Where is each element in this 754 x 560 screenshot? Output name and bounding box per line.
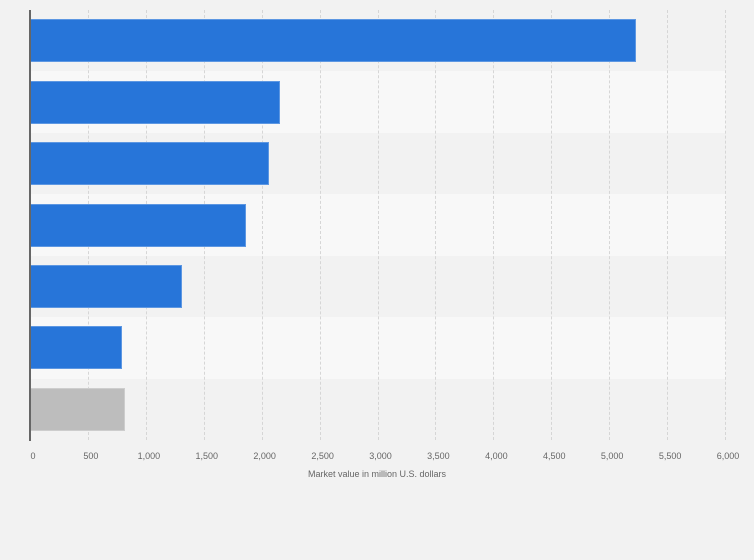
bar[interactable] — [30, 203, 246, 247]
gridline — [262, 10, 263, 440]
bar[interactable] — [30, 19, 636, 63]
x-tick-label: 4,500 — [542, 451, 566, 461]
bar[interactable] — [30, 264, 182, 308]
x-tick-label: 5,000 — [600, 451, 624, 461]
x-axis-label: Market value in million U.S. dollars — [307, 469, 447, 479]
x-tick-label: 500 — [83, 451, 99, 461]
x-tick-label: 6,000 — [716, 451, 740, 461]
x-tick-label: 1,000 — [137, 451, 161, 461]
gridline — [667, 10, 668, 440]
x-tick-label: 0 — [30, 451, 36, 461]
x-tick-label: 2,500 — [311, 451, 334, 461]
gridline — [493, 10, 494, 440]
x-tick-label: 3,500 — [427, 451, 450, 461]
x-tick-label: 4,000 — [485, 451, 508, 461]
x-tick-label: 1,500 — [195, 451, 219, 461]
bar[interactable] — [30, 387, 125, 431]
bar[interactable] — [30, 142, 269, 186]
bar[interactable] — [30, 326, 122, 370]
bar[interactable] — [30, 80, 280, 124]
gridline — [725, 10, 726, 440]
x-tick-label: 3,000 — [369, 451, 392, 461]
gridline — [609, 10, 610, 440]
x-tick-label: 5,500 — [658, 451, 682, 461]
x-tick-label: 2,000 — [253, 451, 276, 461]
gridline — [435, 10, 436, 440]
y-axis-line — [29, 10, 31, 441]
gridline — [378, 10, 379, 440]
gridline — [551, 10, 552, 440]
gridline — [320, 10, 321, 440]
